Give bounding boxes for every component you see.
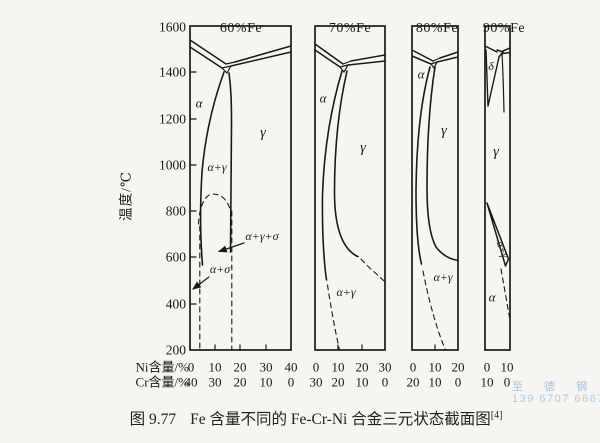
phase-label-alpha-gamma-sigma: α+γ+σ: [245, 229, 279, 243]
y-axis-tick: 200: [165, 342, 186, 358]
panel-title-60fe: 60%Fe: [219, 21, 263, 36]
x-tick-cr: 0: [381, 374, 389, 390]
x-tick-ni: 0: [409, 359, 417, 375]
y-axis-tick: 1000: [159, 157, 186, 173]
x-tick-cr: 10: [480, 374, 494, 390]
x-tick-cr: 20: [233, 374, 247, 390]
x-tick-ni: 40: [284, 359, 298, 375]
x-tick-ni: 10: [500, 359, 514, 375]
y-axis-tick: 1200: [159, 111, 186, 127]
panel-title-90fe: 90%Fe: [482, 21, 526, 36]
x-tick-ni: 10: [331, 359, 345, 375]
phase-label-gamma: γ: [441, 122, 447, 139]
phase-label-alpha-gamma: α+γ: [207, 160, 227, 174]
x-axis-cr-label: Cr含量/%: [135, 374, 189, 390]
x-tick-ni: 10: [208, 359, 222, 375]
phase-label-alpha: α: [417, 66, 425, 82]
x-tick-cr: 30: [208, 374, 222, 390]
phase-label-alpha: α: [319, 90, 327, 106]
phase-label-gamma: γ: [493, 143, 499, 160]
panel-title-70fe: 70%Fe: [328, 21, 372, 36]
phase-label-delta: δ: [488, 59, 494, 73]
x-tick-cr: 0: [454, 374, 462, 390]
x-tick-ni: 0: [483, 359, 491, 375]
x-tick-ni: 30: [378, 359, 392, 375]
x-tick-cr: 20: [406, 374, 420, 390]
x-tick-cr: 0: [287, 374, 295, 390]
y-axis-tick: 400: [165, 296, 186, 312]
phase-label-alpha-gamma: α+γ: [433, 270, 453, 284]
figure-caption-text: Fe 含量不同的 Fe-Cr-Ni 合金三元状态截面图: [190, 411, 491, 428]
phase-label-alpha: α: [488, 289, 496, 305]
x-tick-ni: 30: [259, 359, 273, 375]
x-tick-ni: 20: [355, 359, 369, 375]
figure-caption: 图 9.77 Fe 含量不同的 Fe-Cr-Ni 合金三元状态截面图[4]: [130, 407, 503, 429]
y-axis-tick: 1600: [159, 19, 186, 35]
phase-label-gamma: γ: [360, 139, 366, 156]
x-tick-cr: 30: [309, 374, 323, 390]
panel-title-80fe: 80%Fe: [415, 21, 459, 36]
phase-label-alpha-sigma: α+σ: [209, 262, 231, 276]
figure-number: 图 9.77: [129, 411, 177, 428]
x-tick-ni: 10: [428, 359, 442, 375]
watermark-phone: 139 6707 6667: [512, 393, 600, 405]
watermark-company: 至 德 钢 业: [512, 381, 600, 393]
x-tick-ni: 0: [187, 359, 195, 375]
phase-label-alpha: α: [195, 95, 203, 111]
figure-reference: [4]: [490, 409, 503, 421]
x-tick-cr: 20: [331, 374, 345, 390]
y-axis-tick: 1400: [159, 64, 186, 80]
x-tick-cr: 0: [503, 374, 511, 390]
x-tick-cr: 40: [184, 374, 198, 390]
x-tick-cr: 10: [428, 374, 442, 390]
x-tick-cr: 10: [355, 374, 369, 390]
x-tick-ni: 20: [233, 359, 247, 375]
x-tick-ni: 0: [312, 359, 320, 375]
phase-label-alpha-gamma: α+γ: [336, 285, 356, 299]
y-axis-tick: 800: [165, 203, 186, 219]
y-axis-title: 温度/℃: [118, 171, 134, 221]
phase-label-gamma: γ: [260, 124, 266, 141]
watermark: 至 德 钢 业 139 6707 6667: [512, 381, 600, 405]
y-axis-tick: 600: [165, 249, 186, 265]
x-tick-ni: 20: [451, 359, 465, 375]
x-tick-cr: 10: [259, 374, 273, 390]
x-axis-ni-label: Ni含量/%: [135, 359, 189, 375]
